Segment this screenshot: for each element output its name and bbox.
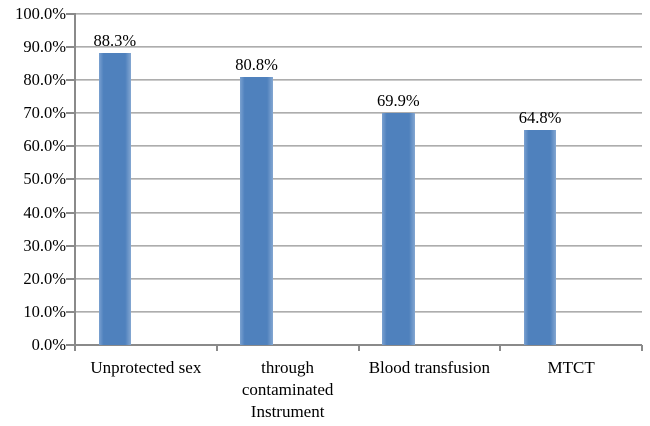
x-axis-tick	[357, 345, 360, 351]
gridline	[75, 277, 642, 280]
y-axis-tick	[66, 112, 75, 115]
y-axis-label: 10.0%	[23, 301, 66, 321]
gridline	[75, 12, 642, 15]
y-axis-tick	[66, 211, 75, 214]
category-label: through contaminated Instrument	[241, 358, 334, 421]
gridline	[75, 145, 642, 148]
y-axis-label: 100.0%	[15, 3, 66, 23]
bar-value-label: 88.3%	[93, 30, 137, 50]
bar-value-label: 80.8%	[235, 55, 278, 75]
y-axis-tick	[66, 244, 75, 247]
y-axis-tick	[66, 45, 75, 48]
y-axis-label: 70.0%	[23, 103, 66, 123]
y-axis-label: 60.0%	[23, 136, 66, 156]
y-axis-tick	[66, 178, 75, 181]
gridline	[75, 310, 642, 313]
bar	[382, 113, 415, 345]
bar	[523, 130, 557, 345]
x-axis-tick	[215, 345, 218, 351]
y-axis-label: 90.0%	[23, 36, 66, 56]
bar-value-label: 64.8%	[518, 108, 562, 128]
y-axis-label: 50.0%	[23, 169, 66, 189]
bar-value-label: 69.9%	[376, 91, 420, 111]
y-axis-tick	[66, 79, 75, 82]
y-axis-label: 20.0%	[23, 268, 66, 288]
y-axis-tick	[66, 145, 75, 148]
y-axis-label: 80.0%	[23, 70, 66, 90]
y-axis-tick	[66, 277, 75, 280]
x-axis-tick	[641, 345, 643, 351]
gridline	[75, 45, 642, 48]
x-axis-line	[66, 344, 642, 346]
category-label: Unprotected sex	[90, 358, 202, 377]
gridline	[75, 112, 642, 115]
bar	[240, 77, 273, 345]
y-axis-tick	[66, 12, 75, 15]
y-axis-label: 0.0%	[31, 335, 66, 354]
y-axis-tick	[66, 310, 75, 313]
x-axis-tick	[499, 345, 502, 351]
bar	[98, 52, 131, 345]
y-axis-label: 40.0%	[23, 202, 66, 222]
category-label: MTCT	[547, 358, 595, 377]
gridline	[75, 211, 642, 214]
gridline	[75, 79, 642, 82]
y-axis-label: 30.0%	[23, 235, 66, 255]
gridline	[75, 244, 642, 247]
gridline	[75, 178, 642, 181]
category-label: Blood transfusion	[368, 358, 491, 377]
x-axis-tick	[74, 345, 76, 351]
y-axis-line	[74, 12, 76, 346]
